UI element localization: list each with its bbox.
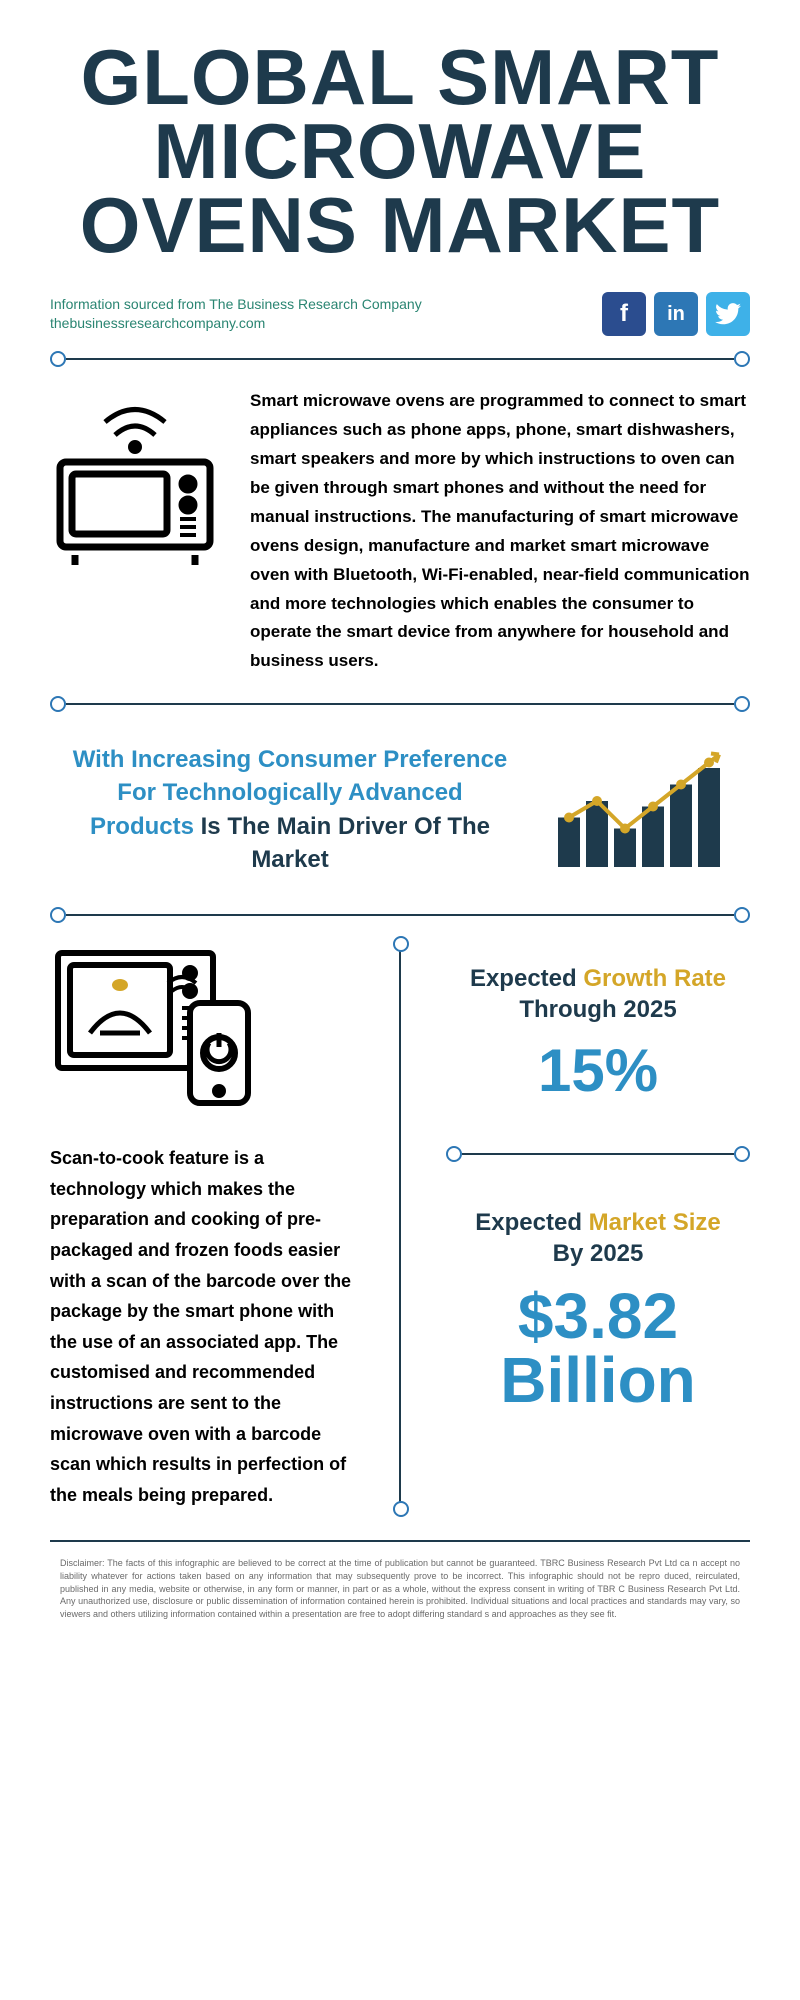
divider-3 (50, 907, 750, 923)
linkedin-icon[interactable]: in (654, 292, 698, 336)
stats-section: Scan-to-cook feature is a technology whi… (50, 943, 750, 1510)
market-size-block: Expected Market Size By 2025 $3.82 Billi… (446, 1187, 750, 1432)
microwave-phone-icon (50, 943, 260, 1118)
facebook-icon[interactable]: f (602, 292, 646, 336)
growth-label-highlight: Growth Rate (583, 965, 726, 992)
driver-section: With Increasing Consumer Preference For … (50, 737, 750, 882)
market-label-highlight: Market Size (589, 1209, 721, 1236)
growth-chart-icon (550, 737, 730, 882)
bottom-divider (50, 1540, 750, 1542)
market-label-post: By 2025 (553, 1240, 644, 1267)
growth-rate-block: Expected Growth Rate Through 2025 15% (446, 943, 750, 1120)
twitter-icon[interactable] (706, 292, 750, 336)
social-icons: f in (602, 292, 750, 336)
market-size-value: $3.82 Billion (456, 1284, 740, 1412)
mini-divider (446, 1146, 750, 1162)
source-line-1: Information sourced from The Business Re… (50, 295, 422, 315)
growth-rate-value: 15% (456, 1041, 740, 1101)
driver-rest: Is The Main Driver Of The Market (194, 813, 490, 874)
driver-text: With Increasing Consumer Preference For … (70, 743, 510, 877)
source-line-2: thebusinessresearchcompany.com (50, 314, 422, 334)
intro-text: Smart microwave ovens are programmed to … (250, 387, 750, 676)
source-row: Information sourced from The Business Re… (50, 292, 750, 336)
main-title: GLOBAL SMART MICROWAVE OVENS MARKET (50, 40, 750, 262)
intro-section: Smart microwave ovens are programmed to … (50, 387, 750, 676)
source-text: Information sourced from The Business Re… (50, 295, 422, 334)
microwave-wifi-icon (50, 387, 220, 572)
divider-1 (50, 351, 750, 367)
growth-label-pre: Expected (470, 965, 583, 992)
divider-2 (50, 696, 750, 712)
scan-text: Scan-to-cook feature is a technology whi… (50, 1143, 354, 1510)
disclaimer-text: Disclaimer: The facts of this infographi… (50, 1557, 750, 1650)
market-label-pre: Expected (475, 1209, 588, 1236)
growth-label-post: Through 2025 (519, 996, 676, 1023)
vertical-divider (399, 943, 401, 1510)
